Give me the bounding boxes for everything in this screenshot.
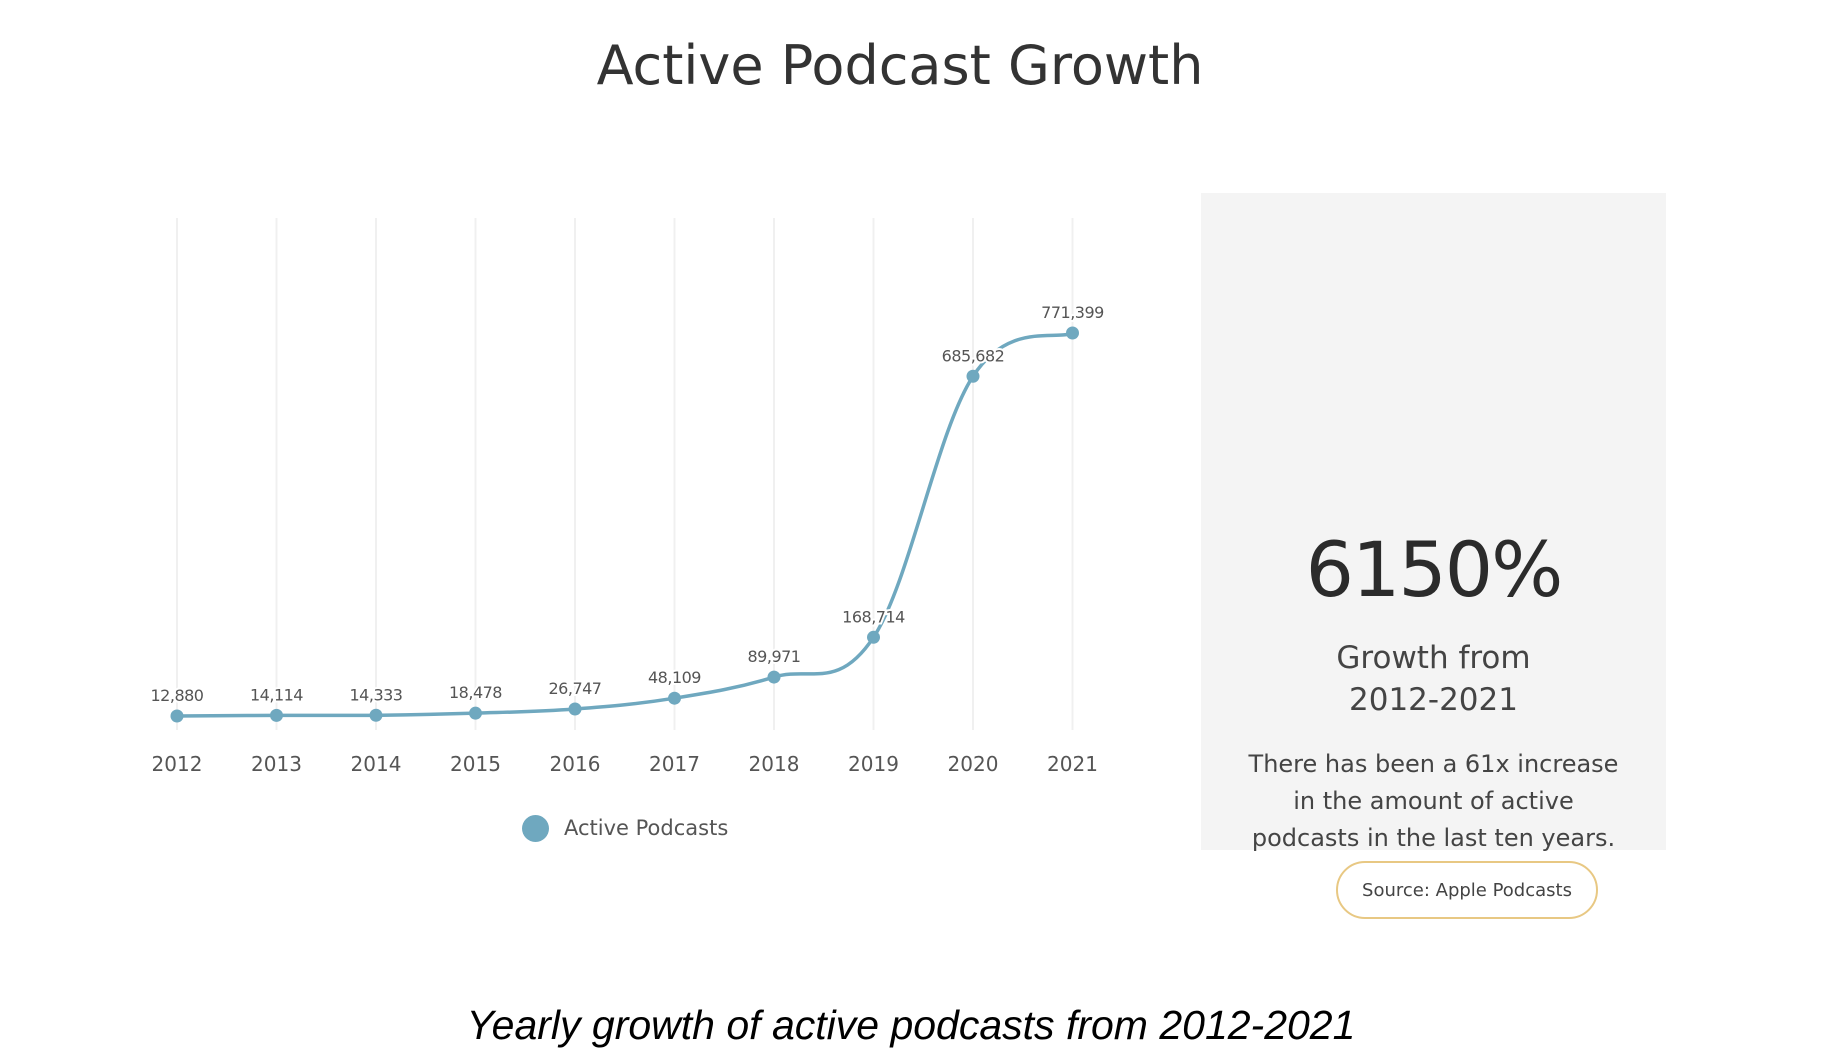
grid-lines <box>176 218 1074 730</box>
data-label: 771,399 <box>1041 303 1104 322</box>
x-tick-label: 2012 <box>152 752 203 776</box>
stat-description: There has been a 61x increase in the amo… <box>1248 750 1619 852</box>
data-point[interactable] <box>668 691 681 705</box>
stat-big-value: 6150% <box>1305 525 1564 614</box>
x-tick-label: 2019 <box>848 752 899 776</box>
legend[interactable]: Active Podcasts <box>522 814 728 842</box>
data-label: 48,109 <box>648 668 701 687</box>
data-point[interactable] <box>867 630 880 644</box>
stat-subtitle-line2: 2012-2021 <box>1349 682 1518 718</box>
data-point[interactable] <box>1066 326 1079 340</box>
legend-label: Active Podcasts <box>564 816 729 840</box>
x-tick-label: 2018 <box>749 752 800 776</box>
x-tick-label: 2020 <box>948 752 999 776</box>
x-tick-label: 2021 <box>1047 752 1098 776</box>
stat-subtitle: Growth from 2012-2021 <box>1201 637 1666 721</box>
data-point[interactable] <box>767 670 781 684</box>
data-label: 685,682 <box>942 346 1005 365</box>
data-point[interactable] <box>369 708 383 722</box>
legend-marker-icon <box>522 814 549 842</box>
stat-subtitle-line1: Growth from <box>1336 640 1531 676</box>
data-point[interactable] <box>568 702 582 716</box>
data-labels: 12,880 14,114 14,333 18,478 26,747 48,109 89,9… <box>149 301 1107 707</box>
x-tick-label: 2016 <box>550 752 601 776</box>
data-label: 14,114 <box>250 685 303 704</box>
figure-caption: Yearly growth of active podcasts from 20… <box>466 1002 1356 1048</box>
data-label: 168,714 <box>842 607 905 626</box>
series-line-active-podcasts <box>175 331 1075 718</box>
data-point[interactable] <box>170 709 184 723</box>
x-tick-label: 2014 <box>351 752 402 776</box>
data-label: 89,971 <box>748 647 801 666</box>
data-points <box>170 326 1079 723</box>
data-label: 26,747 <box>549 679 602 698</box>
data-point[interactable] <box>270 708 283 722</box>
chart-title: Active Podcast Growth <box>596 34 1204 97</box>
x-tick-label: 2015 <box>450 752 501 776</box>
data-label: 18,478 <box>449 683 502 702</box>
data-point[interactable] <box>966 369 980 383</box>
x-tick-label: 2017 <box>649 752 700 776</box>
data-label: 14,333 <box>350 685 403 704</box>
data-label: 12,880 <box>151 686 204 705</box>
x-tick-label: 2013 <box>251 752 302 776</box>
x-axis-ticks: 2012 2013 2014 2015 2016 2017 2018 2019 2020 2021 <box>152 752 1098 776</box>
data-point[interactable] <box>469 706 482 720</box>
source-badge: Source: Apple Podcasts <box>1336 861 1598 919</box>
stat-panel: 6150% Growth from 2012-2021 There has be… <box>1201 193 1666 852</box>
